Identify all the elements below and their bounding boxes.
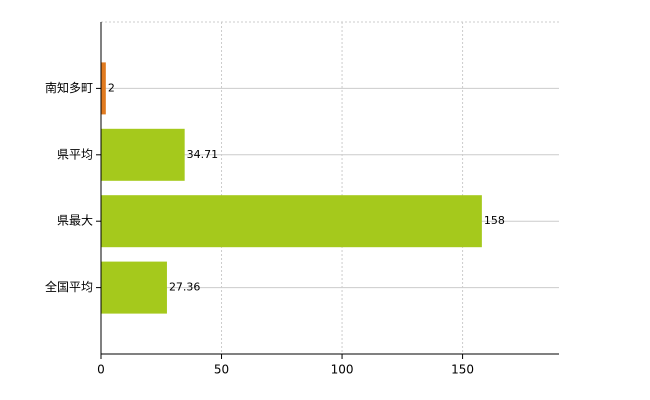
x-tick-label: 100 (331, 363, 354, 377)
bar (101, 195, 482, 248)
x-tick-label: 150 (451, 363, 474, 377)
value-label: 34.71 (187, 148, 219, 161)
bar (101, 261, 167, 314)
value-label: 2 (108, 81, 115, 94)
y-tick-label: 県平均 (57, 147, 93, 161)
y-tick-label: 県最大 (57, 214, 93, 228)
x-tick-label: 50 (214, 363, 229, 377)
y-tick-label: 全国平均 (45, 279, 93, 294)
x-tick-label: 0 (97, 363, 105, 377)
value-label: 27.36 (169, 281, 201, 294)
value-label: 158 (484, 214, 505, 227)
bar (101, 62, 106, 115)
bar (101, 128, 185, 181)
y-tick-label: 南知多町 (45, 80, 93, 95)
